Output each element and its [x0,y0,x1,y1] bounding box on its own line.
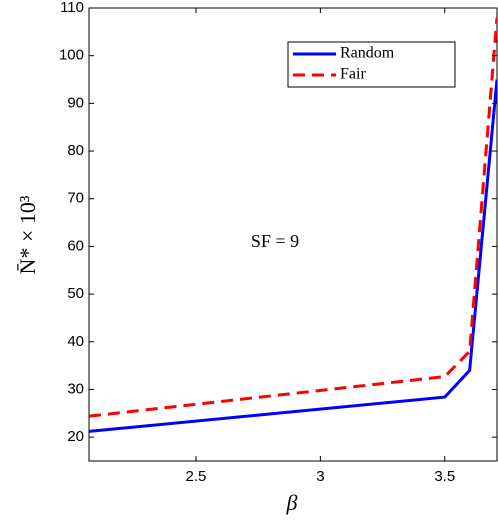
x-tick-label: 2.5 [186,468,207,485]
y-tick-label: 40 [67,333,84,350]
x-axis-label: β [286,490,298,515]
annotation: SF = 9 [251,231,299,251]
y-tick-label: 20 [67,428,84,445]
y-tick-label: 30 [67,380,84,397]
x-tick-label: 3.5 [434,468,455,485]
data-line [89,17,497,418]
y-tick-label: 110 [60,0,84,16]
y-tick-label: 70 [67,190,84,207]
plot-area [89,17,497,433]
data-line [89,79,497,433]
legend-label: Random [340,45,395,62]
x-tick-label: 3 [316,468,324,485]
y-tick-label: 60 [67,237,84,254]
y-tick-label: 100 [59,47,84,64]
legend-box [287,41,456,88]
y-tick-label: 80 [67,142,84,159]
plot-frame [88,7,498,462]
y-tick-label: 90 [67,94,84,111]
y-axis-label: N̄* × 10³ [15,195,40,274]
y-tick-label: 50 [67,285,84,302]
legend-label: Fair [340,66,366,83]
